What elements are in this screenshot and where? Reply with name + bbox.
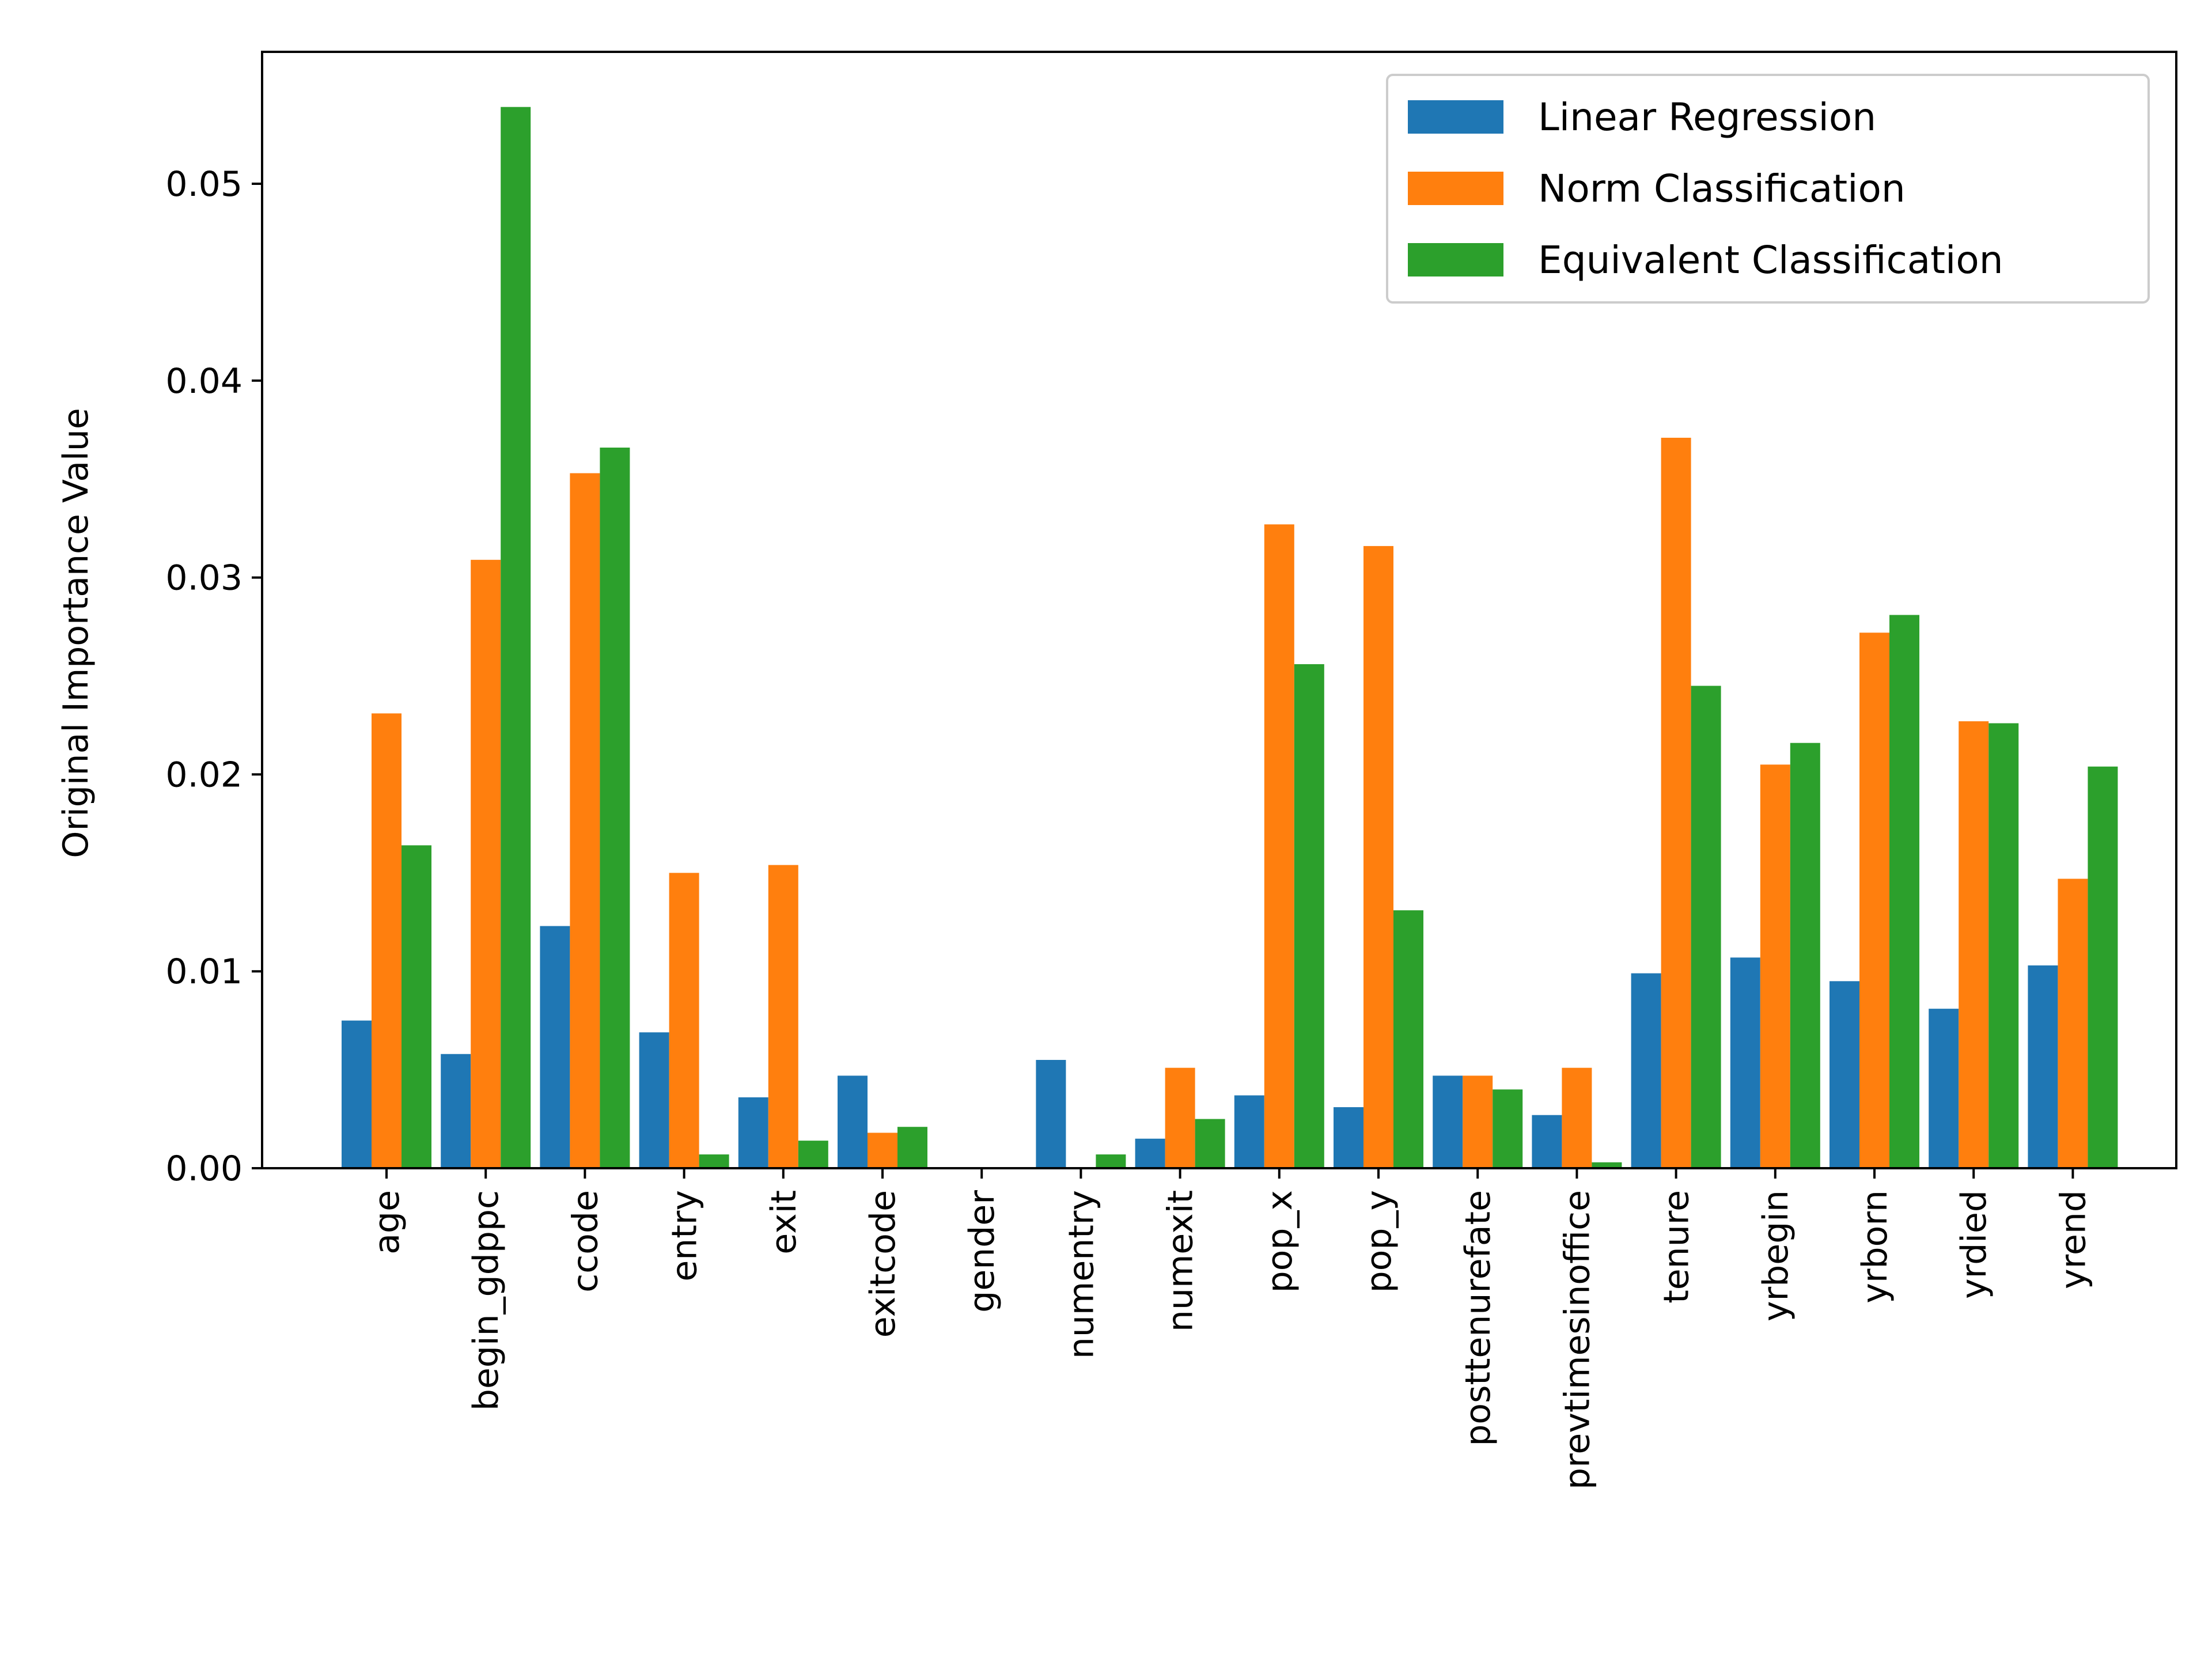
bar-yrborn-linear-regression xyxy=(1830,981,1859,1168)
bar-yrborn-equivalent-classification xyxy=(1889,615,1919,1168)
x-tick-label: pop_y xyxy=(1359,1190,1399,1293)
bar-ccode-equivalent-classification xyxy=(600,448,630,1168)
bar-ccode-linear-regression xyxy=(540,926,570,1168)
bar-begin_gdppc-linear-regression xyxy=(441,1054,471,1168)
x-tick-label: posttenurefate xyxy=(1458,1190,1498,1446)
bar-yrdied-linear-regression xyxy=(1929,1009,1959,1168)
bar-prevtimesinoffice-norm-classification xyxy=(1562,1067,1592,1168)
x-tick-label: yrbegin xyxy=(1756,1190,1796,1321)
x-tick-label: yrborn xyxy=(1855,1190,1895,1304)
bar-exitcode-norm-classification xyxy=(868,1132,897,1168)
bar-posttenurefate-equivalent-classification xyxy=(1493,1089,1523,1168)
bar-numexit-equivalent-classification xyxy=(1195,1119,1225,1168)
bar-pop_y-equivalent-classification xyxy=(1393,910,1423,1168)
bar-numentry-equivalent-classification xyxy=(1096,1154,1126,1168)
bar-entry-equivalent-classification xyxy=(699,1154,729,1168)
bar-tenure-norm-classification xyxy=(1661,437,1691,1168)
x-axis: age begin_gdppc ccode entry exit exitcode gend… xyxy=(367,1168,2093,1490)
y-axis: 0.00 0.01 0.02 0.03 0.04 0.05 xyxy=(165,164,262,1189)
y-tick-label: 0.04 xyxy=(165,361,243,402)
bar-exit-equivalent-classification xyxy=(798,1141,828,1168)
bar-exitcode-equivalent-classification xyxy=(897,1127,927,1168)
bar-exitcode-linear-regression xyxy=(838,1075,868,1168)
bar-yrdied-norm-classification xyxy=(1959,721,1989,1168)
legend: Linear Regression Norm Classification Equi… xyxy=(1386,74,2150,304)
legend-swatch-linear-regression xyxy=(1408,100,1503,134)
legend-box xyxy=(1386,74,2150,304)
legend-swatch-equivalent-classification xyxy=(1408,243,1503,276)
legend-label: Equivalent Classification xyxy=(1538,238,2003,282)
bar-begin_gdppc-norm-classification xyxy=(471,559,501,1168)
x-tick-label: numexit xyxy=(1161,1190,1201,1332)
x-tick-label: exit xyxy=(764,1190,804,1255)
bar-ccode-norm-classification xyxy=(570,473,600,1168)
x-tick-label: gender xyxy=(962,1190,1002,1313)
y-tick-label: 0.05 xyxy=(165,164,243,204)
x-tick-label: yrend xyxy=(2053,1190,2093,1289)
bar-yrend-norm-classification xyxy=(2058,878,2088,1168)
bar-yrend-linear-regression xyxy=(2028,965,2058,1168)
x-tick-label: prevtimesinoffice xyxy=(1557,1190,1597,1490)
x-tick-label: begin_gdppc xyxy=(466,1190,506,1411)
bar-entry-norm-classification xyxy=(669,873,699,1168)
x-tick-label: pop_x xyxy=(1260,1190,1300,1293)
y-tick-label: 0.01 xyxy=(165,952,243,992)
bar-numexit-linear-regression xyxy=(1135,1138,1165,1168)
y-tick-label: 0.03 xyxy=(165,558,243,599)
x-tick-label: exitcode xyxy=(863,1190,903,1338)
bar-yrdied-equivalent-classification xyxy=(1988,723,2019,1168)
bar-exit-norm-classification xyxy=(768,865,798,1168)
bar-pop_y-norm-classification xyxy=(1363,546,1393,1169)
bar-age-norm-classification xyxy=(372,713,402,1168)
bar-pop_x-linear-regression xyxy=(1234,1095,1264,1168)
bar-tenure-linear-regression xyxy=(1631,973,1661,1168)
bar-yrbegin-equivalent-classification xyxy=(1790,743,1820,1168)
bar-begin_gdppc-equivalent-classification xyxy=(501,107,531,1168)
x-tick-label: tenure xyxy=(1657,1190,1697,1304)
x-tick-label: numentry xyxy=(1061,1190,1101,1359)
bars-layer xyxy=(342,107,2118,1169)
bar-numentry-linear-regression xyxy=(1036,1060,1066,1168)
bar-pop_y-linear-regression xyxy=(1334,1107,1363,1168)
x-tick-label: yrdied xyxy=(1954,1190,1994,1299)
plot-frame xyxy=(261,51,2177,1169)
bar-yrbegin-norm-classification xyxy=(1760,764,1790,1168)
x-tick-label: entry xyxy=(665,1190,705,1282)
bar-prevtimesinoffice-linear-regression xyxy=(1532,1115,1562,1168)
y-tick-label: 0.00 xyxy=(165,1149,243,1189)
legend-label: Norm Classification xyxy=(1538,166,1906,211)
bar-age-linear-regression xyxy=(342,1020,372,1168)
bar-numexit-norm-classification xyxy=(1165,1067,1195,1168)
bar-age-equivalent-classification xyxy=(402,845,431,1168)
y-tick-label: 0.02 xyxy=(165,755,243,795)
bar-yrend-equivalent-classification xyxy=(2088,766,2118,1168)
bar-exit-linear-regression xyxy=(738,1097,768,1168)
bar-posttenurefate-linear-regression xyxy=(1433,1075,1463,1168)
bar-pop_x-norm-classification xyxy=(1264,524,1294,1169)
legend-label: Linear Regression xyxy=(1538,95,1876,139)
bar-posttenurefate-norm-classification xyxy=(1463,1075,1493,1168)
bar-entry-linear-regression xyxy=(639,1032,669,1168)
bar-yrbegin-linear-regression xyxy=(1730,957,1760,1168)
x-tick-label: age xyxy=(367,1190,407,1255)
x-tick-label: ccode xyxy=(565,1190,605,1293)
bar-tenure-equivalent-classification xyxy=(1691,685,1721,1168)
legend-swatch-norm-classification xyxy=(1408,172,1503,205)
bar-prevtimesinoffice-equivalent-classification xyxy=(1592,1162,1622,1168)
bar-yrborn-norm-classification xyxy=(1859,632,1889,1168)
bar-pop_x-equivalent-classification xyxy=(1294,664,1324,1168)
y-axis-title: Original Importance Value xyxy=(56,408,96,858)
